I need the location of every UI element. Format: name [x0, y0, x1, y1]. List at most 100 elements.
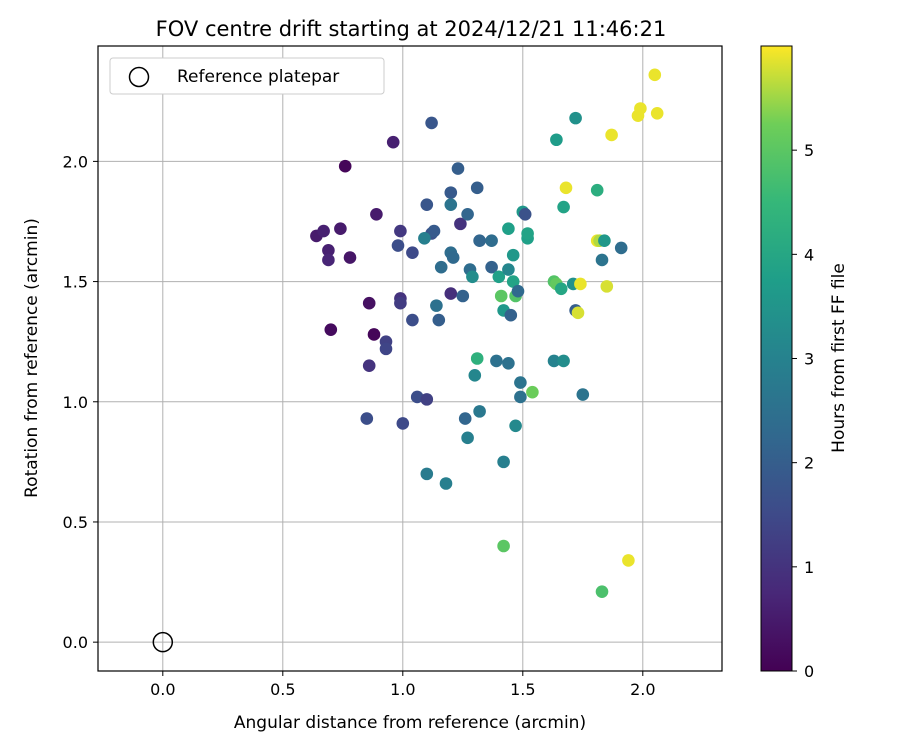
data-point	[550, 133, 563, 147]
data-point	[595, 253, 609, 267]
colorbar-tick-label: 1	[804, 558, 814, 577]
data-point	[598, 234, 611, 248]
data-point	[406, 246, 419, 260]
data-point	[590, 183, 604, 197]
data-point	[574, 277, 587, 291]
data-point	[379, 342, 393, 356]
data-point	[444, 186, 458, 199]
data-point	[514, 376, 527, 389]
colorbar-tick-label: 3	[804, 350, 814, 369]
data-point	[444, 198, 458, 211]
colorbar-gradient	[760, 45, 793, 672]
data-point	[559, 181, 573, 195]
data-point	[600, 280, 614, 293]
grid-lines	[98, 46, 722, 671]
data-point	[454, 217, 467, 231]
data-point	[490, 354, 503, 368]
y-tick-label: 1.0	[63, 393, 88, 412]
legend-marker-icon	[128, 66, 150, 88]
data-point	[446, 251, 460, 264]
data-point	[458, 412, 472, 425]
data-point	[648, 68, 662, 82]
legend-label: Reference platepar	[177, 67, 339, 87]
data-point	[461, 431, 474, 445]
legend-box	[109, 57, 385, 95]
colorbar-tick-label: 2	[804, 454, 814, 473]
data-point	[605, 128, 618, 142]
data-point	[444, 287, 458, 300]
colorbar: 0 1 2 3 4 5 Hours from first FF file	[760, 45, 849, 681]
data-point	[485, 260, 498, 274]
data-point	[554, 282, 568, 296]
data-point	[622, 554, 635, 567]
data-point	[571, 306, 585, 320]
data-point	[391, 239, 405, 252]
x-axis-title: Angular distance from reference (arcmin)	[234, 713, 586, 733]
data-point	[485, 234, 498, 248]
data-point	[502, 222, 515, 235]
data-point	[439, 477, 453, 490]
data-point	[451, 162, 465, 175]
colorbar-tick-label: 0	[804, 662, 814, 681]
x-tick-label: 2.0	[630, 680, 655, 699]
data-point	[322, 244, 335, 257]
data-points	[310, 68, 664, 598]
data-point	[466, 270, 479, 284]
colorbar-tick-label: 4	[804, 245, 814, 264]
data-point	[394, 296, 407, 310]
data-point	[521, 227, 534, 240]
data-point	[322, 253, 335, 267]
chart-title: FOV centre drift starting at 2024/12/21 …	[156, 17, 667, 41]
data-point	[470, 181, 484, 195]
data-point	[420, 467, 434, 481]
data-point	[506, 248, 520, 262]
data-point	[394, 224, 407, 238]
y-tick-label: 0.0	[63, 633, 88, 652]
data-point	[595, 585, 609, 598]
data-point	[614, 241, 628, 255]
data-point	[650, 107, 664, 120]
data-point	[504, 308, 518, 322]
x-tick-label: 0.0	[150, 680, 175, 699]
data-point	[518, 207, 532, 221]
y-tick-label: 0.5	[63, 513, 88, 532]
data-point	[473, 234, 486, 248]
data-point	[497, 455, 510, 469]
data-point	[470, 352, 484, 365]
data-point	[370, 207, 383, 221]
data-point	[569, 111, 582, 125]
legend: Reference platepar	[109, 57, 385, 95]
data-point	[557, 200, 570, 214]
data-point	[420, 198, 434, 211]
data-point	[425, 116, 438, 130]
data-point	[456, 289, 470, 303]
data-point	[324, 323, 338, 336]
data-point	[502, 357, 515, 370]
data-point	[514, 390, 527, 404]
data-point	[506, 275, 520, 288]
data-point	[634, 102, 647, 115]
data-point	[494, 289, 508, 303]
data-point	[497, 539, 510, 553]
data-point	[317, 224, 330, 238]
y-tick-label: 1.5	[63, 273, 88, 292]
data-point	[547, 354, 561, 368]
data-point	[386, 135, 400, 149]
data-point	[461, 207, 474, 221]
x-tick-label: 1.5	[510, 680, 535, 699]
data-point	[360, 412, 374, 425]
x-axis-ticks: 0.0 0.5 1.0 1.5 2.0	[150, 671, 656, 699]
colorbar-ticks: 0 1 2 3 4 5	[792, 141, 814, 681]
plot-area	[98, 46, 722, 671]
y-tick-label: 2.0	[63, 152, 88, 171]
data-point	[362, 359, 376, 373]
data-point	[362, 296, 376, 310]
data-point	[418, 232, 431, 245]
data-point	[468, 369, 482, 382]
data-point	[406, 313, 419, 327]
data-point	[338, 159, 352, 173]
data-point	[492, 270, 506, 284]
data-point	[511, 284, 525, 298]
y-axis-ticks: 0.0 0.5 1.0 1.5 2.0	[63, 152, 98, 652]
